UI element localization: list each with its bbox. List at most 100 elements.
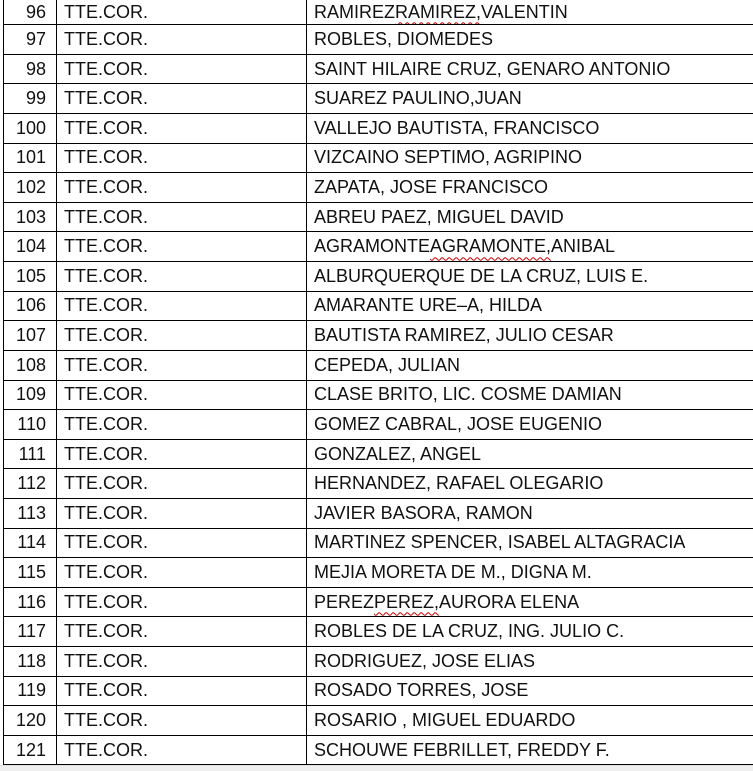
name-cell: SUAREZ PAULINO,JUAN	[307, 84, 753, 113]
name-cell: ROBLES, DIOMEDES	[307, 25, 753, 54]
table-row: 120 TTE.COR. ROSARIO , MIGUEL EDUARDO	[4, 706, 753, 736]
rank-cell: TTE.COR.	[57, 84, 307, 114]
row-number-cell: 103	[4, 202, 57, 232]
name-text: ZAPATA, JOSE FRANCISCO	[314, 177, 549, 198]
row-number-cell: 114	[4, 528, 57, 558]
name-cell: CLASE BRITO, LIC. COSME DAMIAN	[307, 381, 753, 410]
row-number-cell: 108	[4, 350, 57, 380]
name-cell: PEREZ PEREZ, AURORA ELENA	[307, 588, 753, 617]
table-row: 97 TTE.COR. ROBLES, DIOMEDES	[4, 25, 753, 55]
table-row: 118 TTE.COR. RODRIGUEZ, JOSE ELIAS	[4, 646, 753, 677]
table-row: 105 TTE.COR. ALBURQUERQUE DE LA CRUZ, LU…	[4, 262, 753, 292]
rank-cell: TTE.COR.	[57, 735, 307, 765]
rank-cell: TTE.COR.	[57, 0, 307, 25]
name-text: CEPEDA, JULIAN	[314, 354, 461, 375]
name-cell: CEPEDA, JULIAN	[307, 351, 753, 380]
name-text: ROSARIO , MIGUEL EDUARDO	[314, 710, 576, 730]
name-cell: SCHOUWE FEBRILLET, FREDDY F.	[307, 736, 753, 765]
table-row: 112 TTE.COR. HERNANDEZ, RAFAEL OLEGARIO	[4, 469, 753, 499]
row-number-cell: 100	[4, 114, 57, 143]
row-number-cell: 121	[4, 735, 57, 765]
row-number-cell: 109	[4, 380, 57, 410]
misspelled-word: RAMIREZ,	[395, 1, 482, 22]
name-text: JAVIER BASORA, RAMON	[314, 502, 533, 523]
rank-cell: TTE.COR.	[57, 291, 307, 321]
rank-cell: TTE.COR.	[57, 469, 307, 498]
name-cell: ROSADO TORRES, JOSE	[307, 677, 753, 706]
name-text: SCHOUWE FEBRILLET, FREDDY F.	[314, 739, 610, 760]
name-cell: RAMIREZ RAMIREZ, VALENTIN	[307, 0, 753, 24]
table-row: 104 TTE.COR. AGRAMONTE AGRAMONTE, ANIBAL	[4, 232, 753, 263]
table-row: 106 TTE.COR. AMARANTE URE–A, HILDA	[4, 291, 753, 322]
misspelled-word: AGRAMONTE,	[430, 236, 552, 257]
rank-cell: TTE.COR.	[57, 350, 307, 380]
name-text: BAUTISTA RAMIREZ, JULIO CESAR	[314, 325, 614, 346]
name-text: RODRIGUEZ, JOSE ELIAS	[314, 650, 536, 671]
table-row: 103 TTE.COR. ABREU PAEZ, MIGUEL DAVID	[4, 202, 753, 233]
table-row: 107 TTE.COR. BAUTISTA RAMIREZ, JULIO CES…	[4, 321, 753, 351]
table-row: 102 TTE.COR. ZAPATA, JOSE FRANCISCO	[4, 173, 753, 203]
rank-cell: TTE.COR.	[57, 143, 307, 173]
row-number-cell: 115	[4, 558, 57, 587]
table-row: 110 TTE.COR. GOMEZ CABRAL, JOSE EUGENIO	[4, 410, 753, 440]
name-text: AGRAMONTE	[314, 236, 431, 257]
name-cell: GONZALEZ, ANGEL	[307, 440, 753, 469]
row-number-cell: 118	[4, 646, 57, 676]
name-text: ROBLES DE LA CRUZ, ING. JULIO C.	[314, 621, 625, 642]
row-number-cell: 104	[4, 232, 57, 262]
row-number-cell: 110	[4, 410, 57, 439]
rank-cell: TTE.COR.	[57, 54, 307, 84]
table-row: 101 TTE.COR. VIZCAINO SEPTIMO, AGRIPINO	[4, 143, 753, 174]
name-cell: JAVIER BASORA, RAMON	[307, 499, 753, 528]
officers-table: 96 TTE.COR. RAMIREZ RAMIREZ, VALENTIN 97…	[3, 0, 753, 766]
table-row: 121 TTE.COR. SCHOUWE FEBRILLET, FREDDY F…	[4, 735, 753, 766]
name-text: CLASE BRITO, LIC. COSME DAMIAN	[314, 384, 622, 405]
name-text: ROSADO TORRES, JOSE	[314, 680, 529, 701]
name-cell: AMARANTE URE–A, HILDA	[307, 292, 753, 321]
rank-cell: TTE.COR.	[57, 439, 307, 469]
row-number-cell: 116	[4, 587, 57, 617]
name-text: MEJIA MORETA DE M., DIGNA M.	[314, 561, 592, 582]
row-number-cell: 113	[4, 498, 57, 528]
table-row: 114 TTE.COR. MARTINEZ SPENCER, ISABEL AL…	[4, 528, 753, 559]
rank-cell: TTE.COR.	[57, 528, 307, 558]
rank-cell: TTE.COR.	[57, 498, 307, 528]
name-cell: RODRIGUEZ, JOSE ELIAS	[307, 647, 753, 676]
name-cell: ABREU PAEZ, MIGUEL DAVID	[307, 203, 753, 232]
row-number-cell: 119	[4, 676, 57, 706]
row-number-cell: 112	[4, 469, 57, 498]
rank-cell: TTE.COR.	[57, 25, 307, 54]
name-text: VALENTIN	[481, 1, 568, 22]
rank-cell: TTE.COR.	[57, 173, 307, 202]
name-text: RAMIREZ	[314, 1, 395, 22]
row-number-cell: 106	[4, 291, 57, 321]
name-cell: VIZCAINO SEPTIMO, AGRIPINO	[307, 144, 753, 173]
table-row: 109 TTE.COR. CLASE BRITO, LIC. COSME DAM…	[4, 380, 753, 411]
table-row: 111 TTE.COR. GONZALEZ, ANGEL	[4, 439, 753, 470]
rank-cell: TTE.COR.	[57, 380, 307, 410]
name-cell: ALBURQUERQUE DE LA CRUZ, LUIS E.	[307, 262, 753, 291]
name-text: SAINT HILAIRE CRUZ, GENARO ANTONIO	[314, 58, 671, 79]
page-edge-strip	[0, 765, 753, 771]
table-row: 99 TTE.COR. SUAREZ PAULINO,JUAN	[4, 84, 753, 115]
rank-cell: TTE.COR.	[57, 321, 307, 350]
table-row: 98 TTE.COR. SAINT HILAIRE CRUZ, GENARO A…	[4, 54, 753, 85]
rank-cell: TTE.COR.	[57, 706, 307, 735]
table-row: 115 TTE.COR. MEJIA MORETA DE M., DIGNA M…	[4, 558, 753, 588]
row-number-cell: 117	[4, 617, 57, 646]
rank-cell: TTE.COR.	[57, 617, 307, 646]
name-cell: VALLEJO BAUTISTA, FRANCISCO	[307, 114, 753, 143]
name-text: SUAREZ PAULINO,JUAN	[314, 88, 522, 109]
name-text: GOMEZ CABRAL, JOSE EUGENIO	[314, 413, 603, 434]
name-text: GONZALEZ, ANGEL	[314, 443, 482, 464]
table-row: 100 TTE.COR. VALLEJO BAUTISTA, FRANCISCO	[4, 114, 753, 144]
table-row: 113 TTE.COR. JAVIER BASORA, RAMON	[4, 498, 753, 529]
rank-cell: TTE.COR.	[57, 114, 307, 143]
name-text: VIZCAINO SEPTIMO, AGRIPINO	[314, 147, 583, 168]
rank-cell: TTE.COR.	[57, 410, 307, 439]
row-number-cell: 107	[4, 321, 57, 350]
row-number-cell: 101	[4, 143, 57, 173]
rank-cell: TTE.COR.	[57, 676, 307, 706]
rank-cell: TTE.COR.	[57, 646, 307, 676]
